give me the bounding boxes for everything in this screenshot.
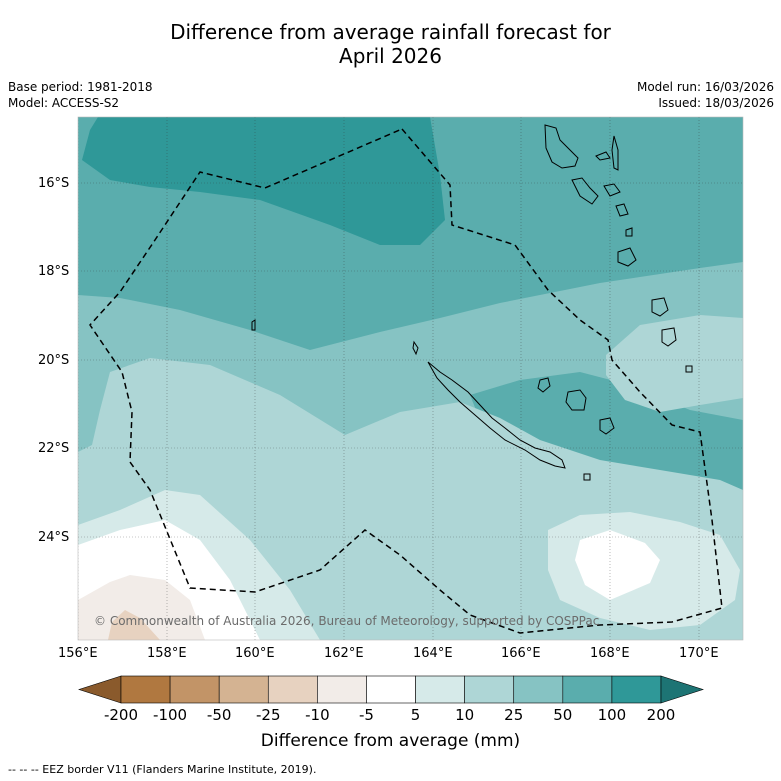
lat-label-20s: 20°S: [38, 353, 70, 368]
lon-label-162e: 162°E: [324, 646, 364, 661]
vanuatu-aneityum: [651, 297, 669, 317]
belep-islands: [412, 340, 419, 356]
meta-left: Base period: 1981-2018 Model: ACCESS-S2: [8, 79, 153, 111]
vanuatu-pentecost: [611, 135, 619, 171]
vanuatu-tanna: [617, 247, 637, 267]
title-line-2: April 2026: [339, 44, 442, 68]
colorbar-tick-label: -100: [153, 706, 188, 724]
colorbar-title: Difference from average (mm): [260, 731, 521, 751]
new-caledonia-island: [427, 361, 566, 469]
band-100-200: [82, 117, 445, 245]
vanuatu-ambae: [595, 151, 611, 161]
band-10-25-east: [606, 315, 743, 412]
loyalty-island-lifou: [565, 389, 587, 411]
colorbar-swatch: [317, 675, 367, 704]
band-50-100-east: [470, 372, 743, 492]
lon-label-158e: 158°E: [147, 646, 187, 661]
colorbar-arrow-high: [660, 675, 704, 704]
band-neutral-east: [575, 530, 660, 600]
lat-label-24s: 24°S: [38, 530, 70, 545]
colorbar-swatch: [120, 675, 171, 704]
lon-label-170e: 170°E: [679, 646, 719, 661]
vanuatu-ambrym: [603, 183, 621, 197]
colorbar-tick-label: 10: [455, 706, 475, 724]
colorbar-swatch: [464, 675, 515, 704]
colorbar-tick-label: -50: [206, 706, 232, 724]
base-period: Base period: 1981-2018: [8, 80, 153, 94]
issued-date: Issued: 18/03/2026: [658, 96, 774, 110]
colorbar-swatch: [169, 675, 220, 704]
isle-of-pines: [583, 473, 591, 481]
rainfall-contours: [78, 117, 743, 640]
model-run: Model run: 16/03/2026: [636, 80, 774, 94]
colorbar-tick-label: -5: [358, 706, 374, 724]
vanuatu-efate: [615, 203, 629, 217]
colorbar-tick-label: 200: [646, 706, 676, 724]
vanuatu-espiritu-santo: [544, 124, 579, 169]
lon-label-156e: 156°E: [58, 646, 98, 661]
copyright-notice: © Commonwealth of Australia 2026, Bureau…: [94, 614, 600, 628]
lat-label-22s: 22°S: [38, 441, 70, 456]
meta-right: Model run: 16/03/2026 Issued: 18/03/2026: [637, 79, 774, 111]
band-minus10: [108, 610, 160, 640]
colorbar-tick-label: -10: [305, 706, 330, 724]
vanuatu-erromango: [625, 227, 633, 237]
colorbar-tick-label: -25: [256, 706, 281, 724]
loyalty-island-ouvea: [537, 377, 551, 393]
hunter-island: [685, 365, 693, 373]
vanuatu-malakula: [571, 177, 599, 205]
colorbar-tick-label: 100: [597, 706, 627, 724]
lon-label-168e: 168°E: [590, 646, 630, 661]
lat-label-18s: 18°S: [38, 264, 70, 279]
lon-label-160e: 160°E: [235, 646, 275, 661]
colorbar-swatch: [415, 675, 465, 704]
chesterfield-reef: [251, 319, 256, 331]
colorbar-arrow-low: [78, 675, 122, 704]
map-frame: [77, 116, 744, 641]
lat-label-16s: 16°S: [38, 176, 70, 191]
colorbar-swatch: [218, 675, 269, 704]
colorbar: [78, 675, 704, 704]
title-line-1: Difference from average rainfall forecas…: [170, 20, 611, 44]
colorbar-swatch: [366, 675, 416, 704]
colorbar-swatch: [562, 675, 613, 704]
loyalty-island-mare: [599, 417, 615, 435]
colorbar-tick-label: 25: [504, 706, 524, 724]
colorbar-tick-label: 5: [410, 706, 421, 724]
colorbar-swatch: [267, 675, 318, 704]
matthew-island: [661, 327, 677, 347]
map-title: Difference from average rainfall forecas…: [0, 20, 781, 68]
colorbar-tick-label: 50: [553, 706, 573, 724]
colorbar-tick-label: -200: [103, 706, 139, 724]
band-minus5: [78, 575, 205, 640]
model-name: Model: ACCESS-S2: [8, 96, 120, 110]
colorbar-swatch: [513, 675, 564, 704]
eez-legend-note: -- -- -- EEZ border V11 (Flanders Marine…: [8, 763, 317, 776]
colorbar-swatch: [611, 675, 662, 704]
graticule: [78, 117, 743, 640]
lon-label-166e: 166°E: [501, 646, 541, 661]
lon-label-164e: 164°E: [413, 646, 453, 661]
